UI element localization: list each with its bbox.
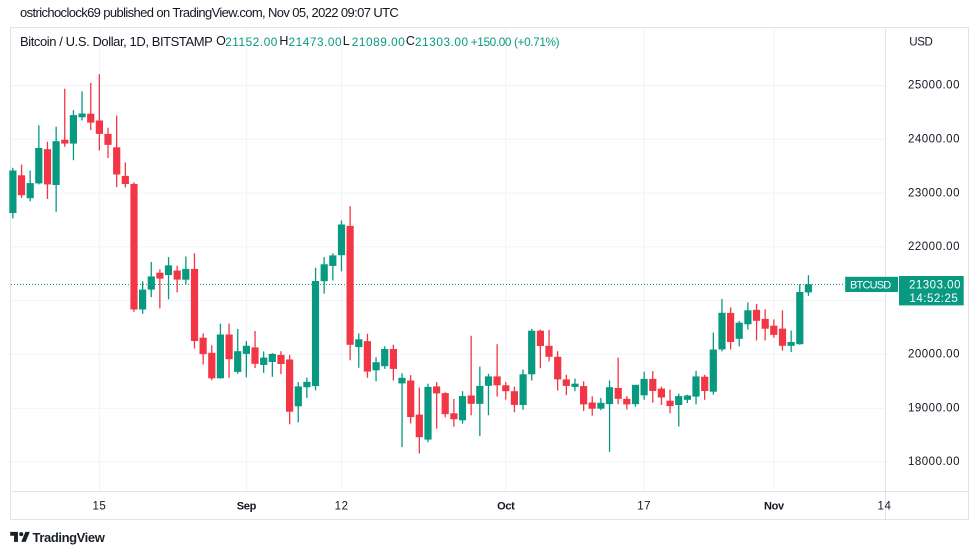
- svg-text:14:52:25: 14:52:25: [910, 293, 959, 305]
- svg-text:19000.00: 19000.00: [908, 402, 960, 414]
- svg-text:14: 14: [878, 501, 892, 513]
- svg-text:15: 15: [92, 501, 106, 513]
- svg-text:23000.00: 23000.00: [908, 187, 960, 199]
- svg-text:Nov: Nov: [764, 501, 785, 513]
- svg-text:18000.00: 18000.00: [908, 456, 960, 468]
- svg-text:BTCUSD: BTCUSD: [850, 280, 891, 292]
- svg-text:12: 12: [335, 501, 349, 513]
- svg-text:22000.00: 22000.00: [908, 241, 960, 253]
- svg-text:USD: USD: [909, 36, 932, 48]
- svg-text:Sep: Sep: [237, 501, 257, 513]
- svg-text:24000.00: 24000.00: [908, 134, 960, 146]
- svg-text:25000.00: 25000.00: [908, 80, 960, 92]
- svg-text:17: 17: [637, 501, 651, 513]
- svg-text:20000.00: 20000.00: [908, 349, 960, 361]
- svg-text:21303.00: 21303.00: [909, 279, 961, 291]
- svg-text:Oct: Oct: [497, 501, 515, 513]
